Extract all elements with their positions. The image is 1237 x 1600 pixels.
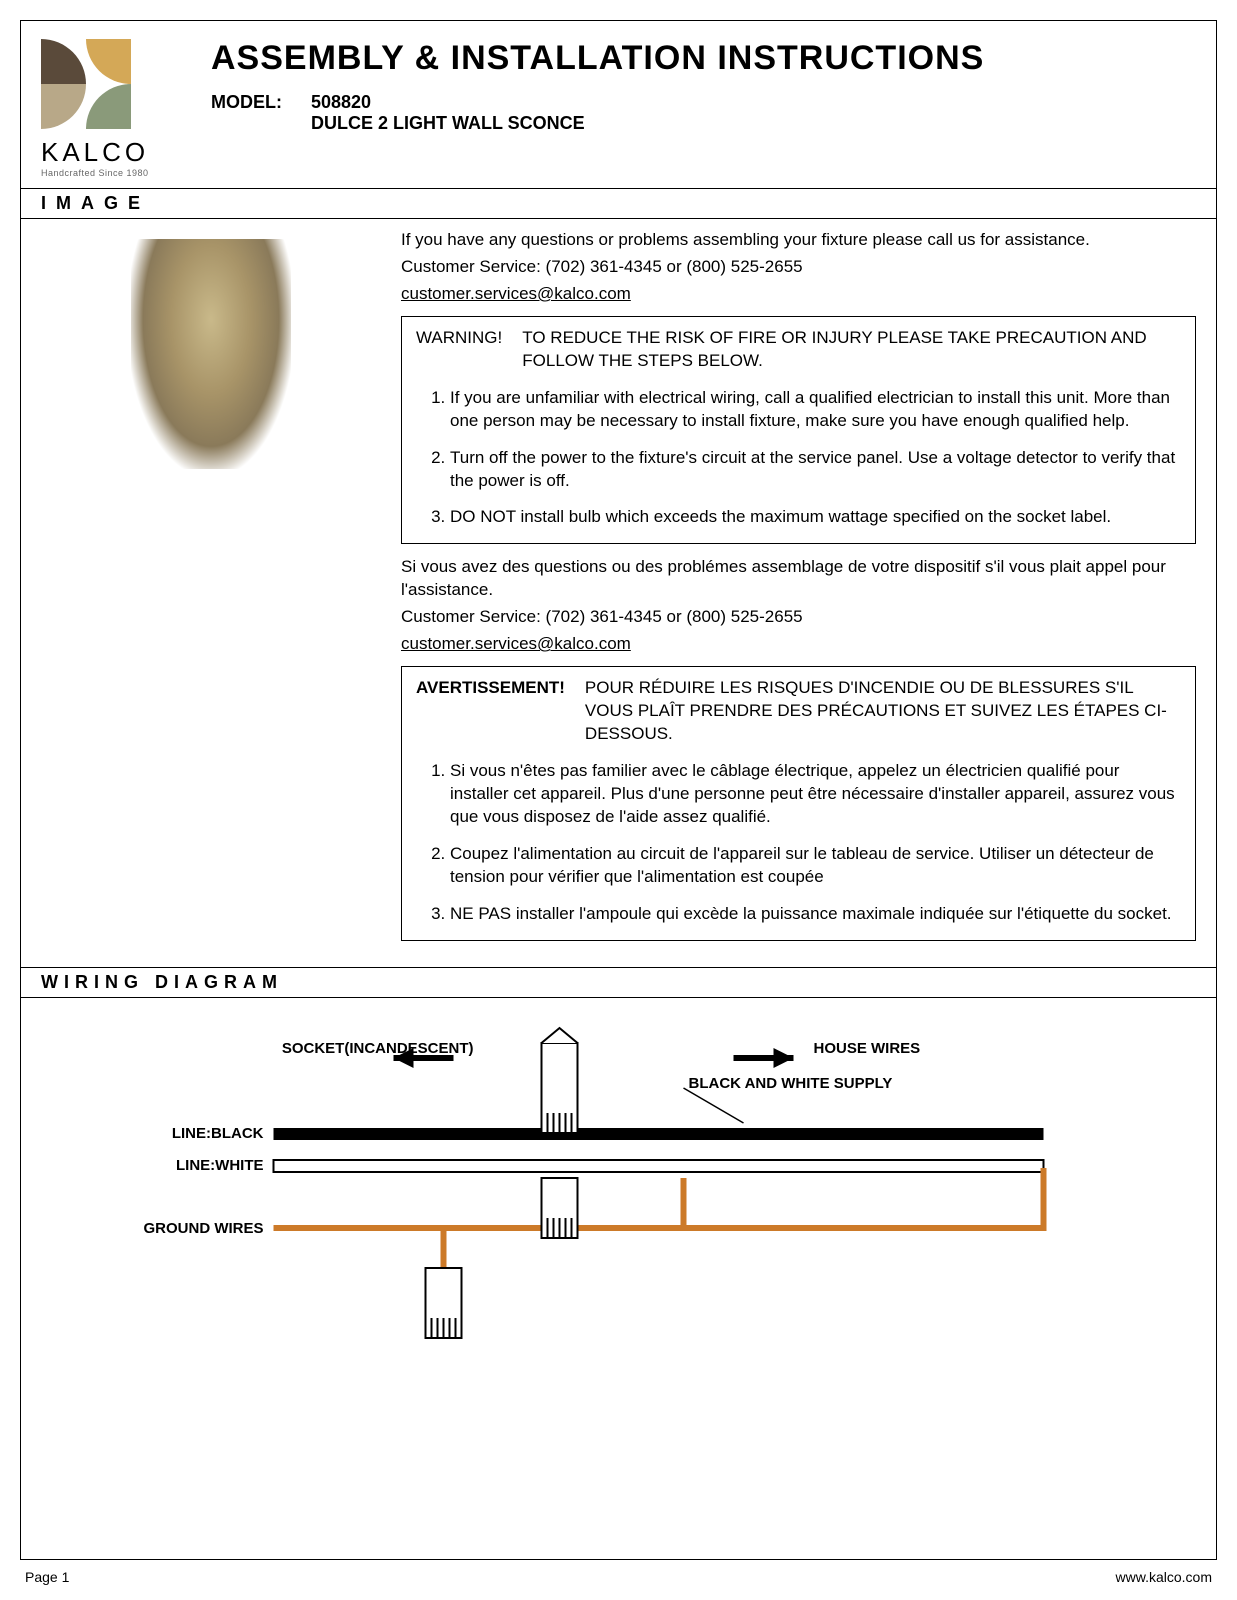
label-supply: BLACK AND WHITE SUPPLY: [689, 1075, 893, 1092]
fr-intro-2: Customer Service: (702) 361-4345 or (800…: [401, 606, 1196, 629]
wire-white: [274, 1160, 1044, 1172]
fr-email[interactable]: customer.services@kalco.com: [401, 633, 1196, 656]
product-image-column: [41, 229, 381, 953]
fr-warn-label: AVERTISSEMENT!: [416, 677, 565, 746]
model-row: MODEL: 508820 DULCE 2 LIGHT WALL SCONCE: [211, 92, 1196, 134]
model-label: MODEL:: [211, 92, 311, 134]
en-step-2: Turn off the power to the fixture's circ…: [450, 447, 1181, 493]
en-intro-2: Customer Service: (702) 361-4345 or (800…: [401, 256, 1196, 279]
model-number: 508820: [311, 92, 585, 113]
connector-bottom: [426, 1268, 462, 1338]
en-steps: If you are unfamiliar with electrical wi…: [416, 387, 1181, 530]
fr-step-2: Coupez l'alimentation au circuit de l'ap…: [450, 843, 1181, 889]
fr-warning-box: AVERTISSEMENT! POUR RÉDUIRE LES RISQUES …: [401, 666, 1196, 940]
logo-brand: KALCO: [41, 137, 191, 168]
en-warn-label: WARNING!: [416, 327, 502, 373]
header: KALCO Handcrafted Since 1980 ASSEMBLY & …: [21, 21, 1216, 188]
product-image: [131, 239, 291, 469]
label-line-black: LINE:BLACK: [172, 1125, 264, 1142]
connector-top: [542, 1028, 578, 1133]
en-warn-head: WARNING! TO REDUCE THE RISK OF FIRE OR I…: [416, 327, 1181, 373]
wire-ground: [274, 1168, 1044, 1278]
logo-block: KALCO Handcrafted Since 1980: [41, 39, 191, 178]
supply-leader: [684, 1088, 744, 1123]
logo-tagline: Handcrafted Since 1980: [41, 168, 191, 178]
image-section: If you have any questions or problems as…: [21, 219, 1216, 967]
instructions-column: If you have any questions or problems as…: [401, 229, 1196, 953]
model-values: 508820 DULCE 2 LIGHT WALL SCONCE: [311, 92, 585, 134]
fr-steps: Si vous n'êtes pas familier avec le câbl…: [416, 760, 1181, 926]
en-intro-1: If you have any questions or problems as…: [401, 229, 1196, 252]
footer-page: Page 1: [25, 1569, 69, 1585]
section-header-wiring: WIRING DIAGRAM: [21, 967, 1216, 998]
house-arrow: [734, 1048, 794, 1068]
logo-icon: [41, 39, 131, 129]
en-warn-text: TO REDUCE THE RISK OF FIRE OR INJURY PLE…: [522, 327, 1181, 373]
page: KALCO Handcrafted Since 1980 ASSEMBLY & …: [20, 20, 1217, 1560]
label-house: HOUSE WIRES: [814, 1040, 921, 1057]
fr-step-3: NE PAS installer l'ampoule qui excède la…: [450, 903, 1181, 926]
fr-warn-head: AVERTISSEMENT! POUR RÉDUIRE LES RISQUES …: [416, 677, 1181, 746]
label-socket: SOCKET(INCANDESCENT): [282, 1040, 474, 1057]
page-title: ASSEMBLY & INSTALLATION INSTRUCTIONS: [211, 39, 1196, 78]
fr-intro-1: Si vous avez des questions ou des problé…: [401, 556, 1196, 602]
wiring-svg: SOCKET(INCANDESCENT) HOUSE WIRES BLACK A…: [41, 1018, 1196, 1378]
connector-middle: [542, 1178, 578, 1238]
en-step-1: If you are unfamiliar with electrical wi…: [450, 387, 1181, 433]
en-email[interactable]: customer.services@kalco.com: [401, 283, 1196, 306]
label-line-white: LINE:WHITE: [176, 1157, 264, 1174]
title-block: ASSEMBLY & INSTALLATION INSTRUCTIONS MOD…: [191, 39, 1196, 178]
wire-black: [274, 1128, 1044, 1140]
fr-warn-text: POUR RÉDUIRE LES RISQUES D'INCENDIE OU D…: [585, 677, 1181, 746]
wiring-diagram: SOCKET(INCANDESCENT) HOUSE WIRES BLACK A…: [21, 998, 1216, 1398]
footer-url: www.kalco.com: [1116, 1569, 1212, 1585]
fr-step-1: Si vous n'êtes pas familier avec le câbl…: [450, 760, 1181, 829]
model-product-name: DULCE 2 LIGHT WALL SCONCE: [311, 113, 585, 134]
footer: Page 1 www.kalco.com: [21, 1569, 1216, 1585]
label-ground: GROUND WIRES: [144, 1220, 264, 1237]
section-header-image: IMAGE: [21, 188, 1216, 219]
en-step-3: DO NOT install bulb which exceeds the ma…: [450, 506, 1181, 529]
en-warning-box: WARNING! TO REDUCE THE RISK OF FIRE OR I…: [401, 316, 1196, 545]
